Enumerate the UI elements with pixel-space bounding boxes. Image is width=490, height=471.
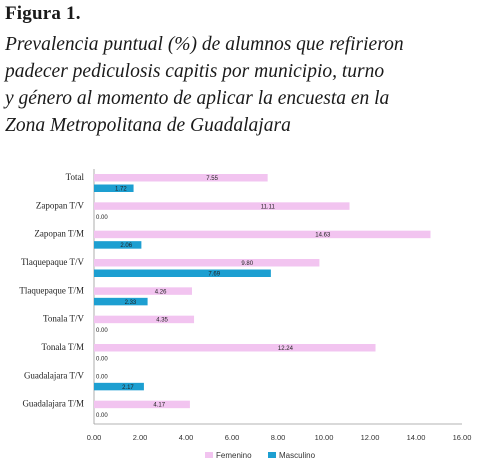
legend-masculino-swatch [268, 452, 276, 458]
x-tick-label: 2.00 [133, 433, 148, 442]
x-tick-label: 12.00 [361, 433, 380, 442]
x-tick-label: 16.00 [453, 433, 472, 442]
data-label: 4.35 [156, 318, 168, 324]
femenino-bar [94, 259, 320, 267]
data-label: 2.06 [120, 243, 132, 249]
category-label: Zapopan T/V [36, 200, 85, 210]
prevalence-bar-chart: 0.00 2.00 4.00 6.00 8.00 10.00 12.00 14.00 16.00… [19, 169, 472, 460]
femenino-bar [94, 400, 190, 409]
masculino-bar [94, 184, 134, 192]
data-label: 14.63 [315, 233, 331, 239]
x-tick-label: 0.00 [87, 433, 102, 442]
data-label: 4.17 [153, 403, 165, 409]
x-tick-label: 10.00 [315, 433, 334, 442]
caption-line: y género al momento de aplicar la encues… [5, 88, 390, 109]
legend-femenino-label: Femenino [216, 451, 252, 460]
data-label: 0.00 [96, 328, 108, 334]
femenino-bar [94, 287, 192, 295]
data-label: 12.24 [278, 346, 294, 352]
figure-label: Figura 1. [5, 3, 81, 24]
x-tick-label: 6.00 [225, 433, 240, 442]
legend-femenino-swatch [205, 452, 213, 458]
data-label: 7.69 [208, 272, 220, 278]
caption-line: Prevalencia puntual (%) de alumnos que r… [5, 34, 404, 55]
figure-caption: Prevalencia puntual (%) de alumnos que r… [5, 31, 487, 139]
caption-line: Zona Metropolitana de Guadalajara [5, 115, 291, 136]
x-tick-label: 4.00 [179, 433, 194, 442]
data-label: 0.00 [96, 357, 108, 363]
masculino-bar [94, 297, 148, 306]
category-label: Guadalajara T/V [24, 370, 85, 380]
femenino-bar [94, 174, 268, 182]
category-label: Tlaquepaque T/M [19, 285, 84, 295]
category-label: Total [66, 172, 85, 182]
masculino-bar [94, 241, 142, 249]
masculino-bar [94, 382, 144, 391]
category-label: Zapopan T/M [34, 229, 84, 239]
category-label: Guadalajara T/M [22, 399, 84, 409]
category-label: Tonala T/V [43, 314, 84, 324]
data-label: 2.17 [122, 385, 134, 391]
data-label: 11.11 [261, 204, 276, 210]
caption-line: padecer pediculosis capitis por municipi… [5, 61, 385, 82]
femenino-bar [94, 230, 431, 239]
data-label: 2.33 [125, 300, 137, 306]
x-tick-label: 8.00 [271, 433, 286, 442]
legend-masculino-label: Masculino [279, 451, 316, 460]
femenino-bar [94, 315, 195, 324]
data-label: 1.72 [115, 187, 127, 193]
data-label: 0.00 [96, 374, 108, 380]
category-label: Tonala T/M [42, 342, 84, 352]
data-label: 4.26 [155, 289, 167, 295]
x-tick-label: 14.00 [407, 433, 426, 442]
category-label: Tlaquepaque T/V [21, 257, 85, 267]
femenino-bar [94, 202, 350, 210]
data-label: 9.80 [241, 261, 253, 267]
data-label: 0.00 [96, 413, 108, 419]
femenino-bar [94, 344, 376, 352]
data-label: 7.55 [206, 176, 218, 182]
masculino-bar [94, 269, 271, 277]
data-label: 0.00 [96, 215, 108, 221]
